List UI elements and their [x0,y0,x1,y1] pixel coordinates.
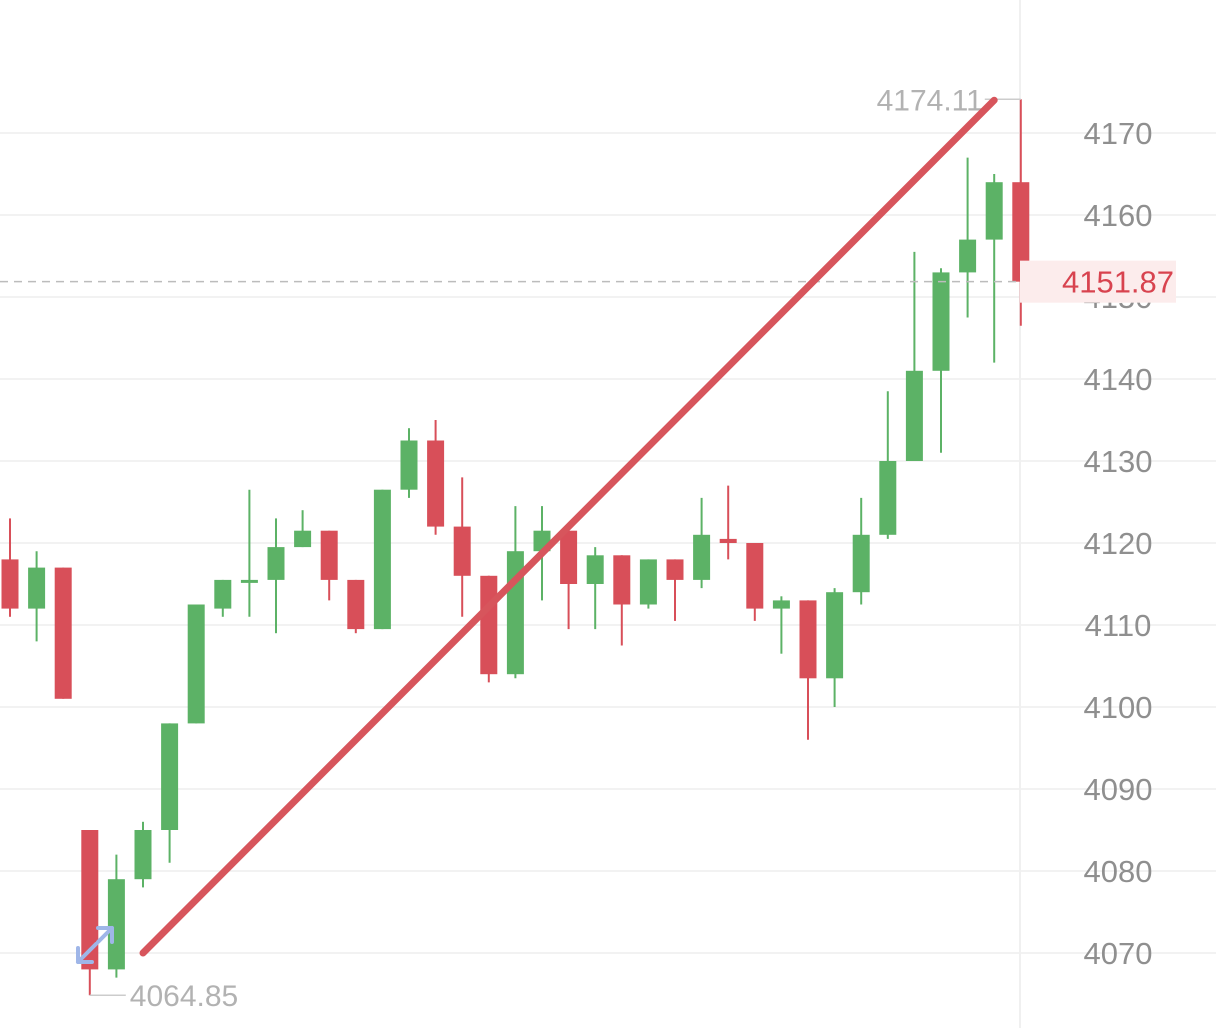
candle-down [560,530,578,630]
candle-up [772,596,790,654]
candle-body [905,370,923,461]
candle-body [799,600,817,679]
candle-up [240,489,258,617]
candle-body [107,879,125,970]
candle-body [1012,182,1030,282]
candle-body [320,530,338,580]
candle-body [81,830,99,970]
last-price-badge [1020,260,1176,303]
candle-down [1,518,19,617]
candle-down [799,600,817,740]
y-axis-ticks: 4070408040904100411041204130414041504160… [1084,116,1153,971]
candle-body [347,579,365,630]
candle-down [54,567,72,699]
candle-up [134,821,152,888]
candle-body [879,461,897,535]
candle-down [613,555,631,646]
candle-up [693,497,711,589]
candle-up [214,579,232,617]
candle-body [586,555,604,584]
candle-up [586,547,604,630]
candle-body [54,567,72,699]
candle-up [932,268,950,453]
candle-up [187,604,205,724]
candle-down [453,477,471,617]
last-price-marker: 4151.87 [0,260,1176,303]
candle-body [852,534,870,593]
candle-body [693,534,711,580]
y-tick-label: 4120 [1084,526,1153,561]
y-tick-label: 4130 [1084,444,1153,479]
candle-body [959,239,977,273]
trend-line-layer[interactable] [139,96,998,957]
candle-body [639,559,657,605]
candle-body [294,530,312,548]
candle-down [666,559,684,621]
high-price-label: 4174.11 [877,84,983,117]
y-tick-label: 4100 [1084,690,1153,725]
candle-body [1,559,19,609]
candle-body [480,575,498,675]
candle-down [746,543,764,621]
y-tick-label: 4090 [1084,772,1153,807]
candle-up [107,854,125,978]
candle-down [347,579,365,634]
candle-body [453,526,471,576]
grid-layer [0,132,1216,954]
candle-down [480,575,498,683]
y-tick-label: 4140 [1084,362,1153,397]
candle-body [240,579,258,583]
candle-body [267,547,285,580]
y-tick-label: 4170 [1084,116,1153,151]
candle-up [267,518,285,634]
candle-body [161,723,179,830]
candle-body [214,579,232,609]
candle-up [639,559,657,609]
candle-body [985,182,1003,240]
candle-body [400,440,418,490]
candle-up [161,723,179,863]
extreme-labels: 4174.11 4064.85 [89,84,1021,1013]
y-tick-label: 4070 [1084,936,1153,971]
candle-body [719,538,737,543]
candle-body [560,530,578,584]
candle-up [28,551,46,642]
expand-arrows-icon[interactable] [76,926,114,964]
candle-down [719,485,737,560]
candle-body [772,600,790,609]
candles-layer [1,99,1030,996]
candle-body [134,830,152,880]
candle-down [427,420,445,535]
candle-body [613,555,631,605]
low-price-label: 4064.85 [130,980,238,1013]
y-tick-label: 4160 [1084,198,1153,233]
candle-body [427,440,445,527]
candle-body [746,543,764,609]
candle-up [400,428,418,498]
trend-line[interactable] [139,96,998,957]
y-tick-label: 4110 [1085,608,1152,643]
candle-body [373,489,391,630]
candle-down [320,530,338,601]
y-tick-label: 4080 [1084,854,1153,889]
candle-up [959,157,977,318]
candle-up [879,391,897,539]
candle-up [826,588,844,707]
candle-up [506,506,524,679]
candle-down [81,830,99,996]
candle-body [826,592,844,679]
candle-body [666,559,684,580]
last-price-label: 4151.87 [1062,265,1174,300]
candle-up [294,510,312,548]
candle-up [373,489,391,630]
candle-up [852,497,870,605]
candle-body [932,272,950,371]
candle-body [187,604,205,724]
candle-up [985,174,1003,363]
candle-body [28,567,46,609]
candle-up [905,251,923,461]
